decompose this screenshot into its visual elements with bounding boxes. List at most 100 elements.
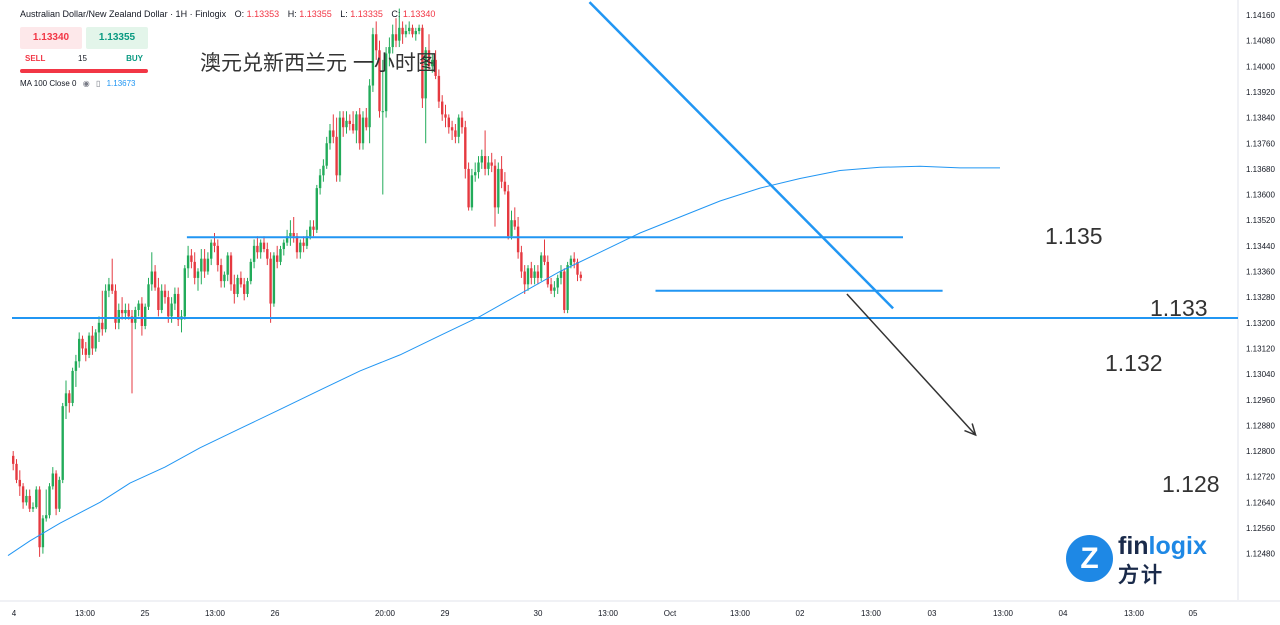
candle bbox=[160, 284, 163, 314]
candle-body bbox=[424, 50, 427, 99]
candle bbox=[239, 271, 243, 288]
candle bbox=[388, 37, 391, 67]
candle bbox=[507, 184, 510, 240]
candle bbox=[503, 172, 507, 195]
candle-body bbox=[305, 236, 309, 246]
level-label-1133: 1.133 bbox=[1150, 295, 1208, 321]
candle bbox=[467, 162, 470, 211]
candle bbox=[107, 277, 111, 298]
candle-body bbox=[101, 322, 104, 330]
candle-body bbox=[309, 226, 312, 237]
candle-body bbox=[513, 220, 516, 227]
candle bbox=[394, 18, 398, 48]
candle bbox=[216, 239, 219, 272]
candle bbox=[424, 47, 427, 144]
candle bbox=[137, 300, 140, 317]
candle bbox=[15, 459, 18, 484]
candle-body bbox=[233, 284, 236, 294]
candle-body bbox=[477, 162, 480, 173]
candle bbox=[279, 245, 282, 266]
candle bbox=[384, 47, 388, 118]
candle bbox=[114, 284, 117, 330]
candle-body bbox=[107, 284, 111, 291]
candle-body bbox=[276, 255, 279, 262]
candle-body bbox=[437, 75, 441, 102]
candle bbox=[414, 27, 417, 41]
candle-body bbox=[408, 27, 411, 32]
candle bbox=[348, 114, 351, 131]
candle bbox=[470, 168, 474, 211]
candle bbox=[431, 53, 434, 73]
candle-body bbox=[549, 284, 553, 291]
candle-body bbox=[170, 303, 173, 317]
buy-label[interactable]: BUY bbox=[126, 54, 143, 63]
candle-body bbox=[292, 233, 295, 237]
candle-body bbox=[262, 242, 266, 250]
candle bbox=[180, 309, 183, 333]
candle bbox=[31, 502, 35, 512]
candle bbox=[226, 252, 229, 282]
candle-body bbox=[358, 114, 361, 144]
candle bbox=[74, 354, 78, 387]
candle bbox=[378, 40, 381, 118]
candle bbox=[210, 239, 213, 266]
price-tick-label: 1.13200 bbox=[1246, 319, 1275, 328]
low-label: L: bbox=[340, 9, 348, 19]
candle bbox=[510, 210, 513, 240]
candle bbox=[124, 303, 127, 320]
eye-icon[interactable]: ◉ bbox=[82, 79, 90, 88]
candle bbox=[289, 220, 292, 246]
time-tick-label: 13:00 bbox=[598, 609, 619, 618]
level-label-1135: 1.135 bbox=[1045, 223, 1103, 249]
time-tick-label: 13:00 bbox=[730, 609, 751, 618]
drawing-overlays bbox=[12, 1, 1238, 437]
sell-label[interactable]: SELL bbox=[25, 54, 46, 63]
candle-body bbox=[579, 274, 582, 278]
high-label: H: bbox=[287, 9, 297, 19]
price-tick-label: 1.13680 bbox=[1246, 165, 1275, 174]
time-tick-label: 05 bbox=[1189, 609, 1198, 618]
candle bbox=[345, 111, 348, 134]
candle bbox=[87, 332, 91, 359]
candle bbox=[223, 271, 226, 288]
candle-body bbox=[186, 255, 190, 269]
price-tick-label: 1.13040 bbox=[1246, 370, 1275, 379]
open-value: 1.13353 bbox=[246, 9, 280, 19]
candle-body bbox=[460, 117, 464, 128]
candle bbox=[81, 335, 84, 355]
candle bbox=[21, 483, 25, 509]
candle bbox=[464, 120, 467, 179]
candle-body bbox=[243, 284, 246, 294]
sell-price-button[interactable]: 1.13340 bbox=[20, 27, 82, 49]
candle bbox=[140, 297, 144, 336]
candle bbox=[302, 236, 305, 253]
candle-body bbox=[401, 27, 404, 35]
candle-body bbox=[345, 120, 348, 128]
candle bbox=[120, 297, 124, 320]
candle-body bbox=[226, 255, 229, 275]
candle-body bbox=[127, 309, 130, 317]
candle bbox=[213, 233, 216, 253]
candle-body bbox=[295, 236, 299, 253]
candle-body bbox=[160, 290, 163, 310]
candle-body bbox=[111, 284, 114, 291]
candle-body bbox=[249, 261, 252, 282]
candle-body bbox=[411, 27, 414, 35]
price-tick-label: 1.12880 bbox=[1246, 421, 1275, 430]
quantity-value[interactable]: 15 bbox=[78, 54, 87, 63]
trash-icon[interactable]: ▯ bbox=[95, 79, 101, 88]
buy-price-button[interactable]: 1.13355 bbox=[86, 27, 148, 49]
candle bbox=[41, 515, 45, 554]
price-tick-label: 1.13120 bbox=[1246, 344, 1275, 353]
candle-body bbox=[147, 284, 150, 307]
candle-body bbox=[94, 332, 97, 349]
candle bbox=[368, 79, 371, 144]
candle-body bbox=[48, 486, 51, 516]
candle bbox=[305, 229, 309, 250]
candle-body bbox=[378, 50, 381, 112]
price-tick-label: 1.12560 bbox=[1246, 524, 1275, 533]
candle bbox=[355, 111, 358, 144]
candle-body bbox=[500, 168, 503, 182]
candle bbox=[454, 124, 457, 144]
